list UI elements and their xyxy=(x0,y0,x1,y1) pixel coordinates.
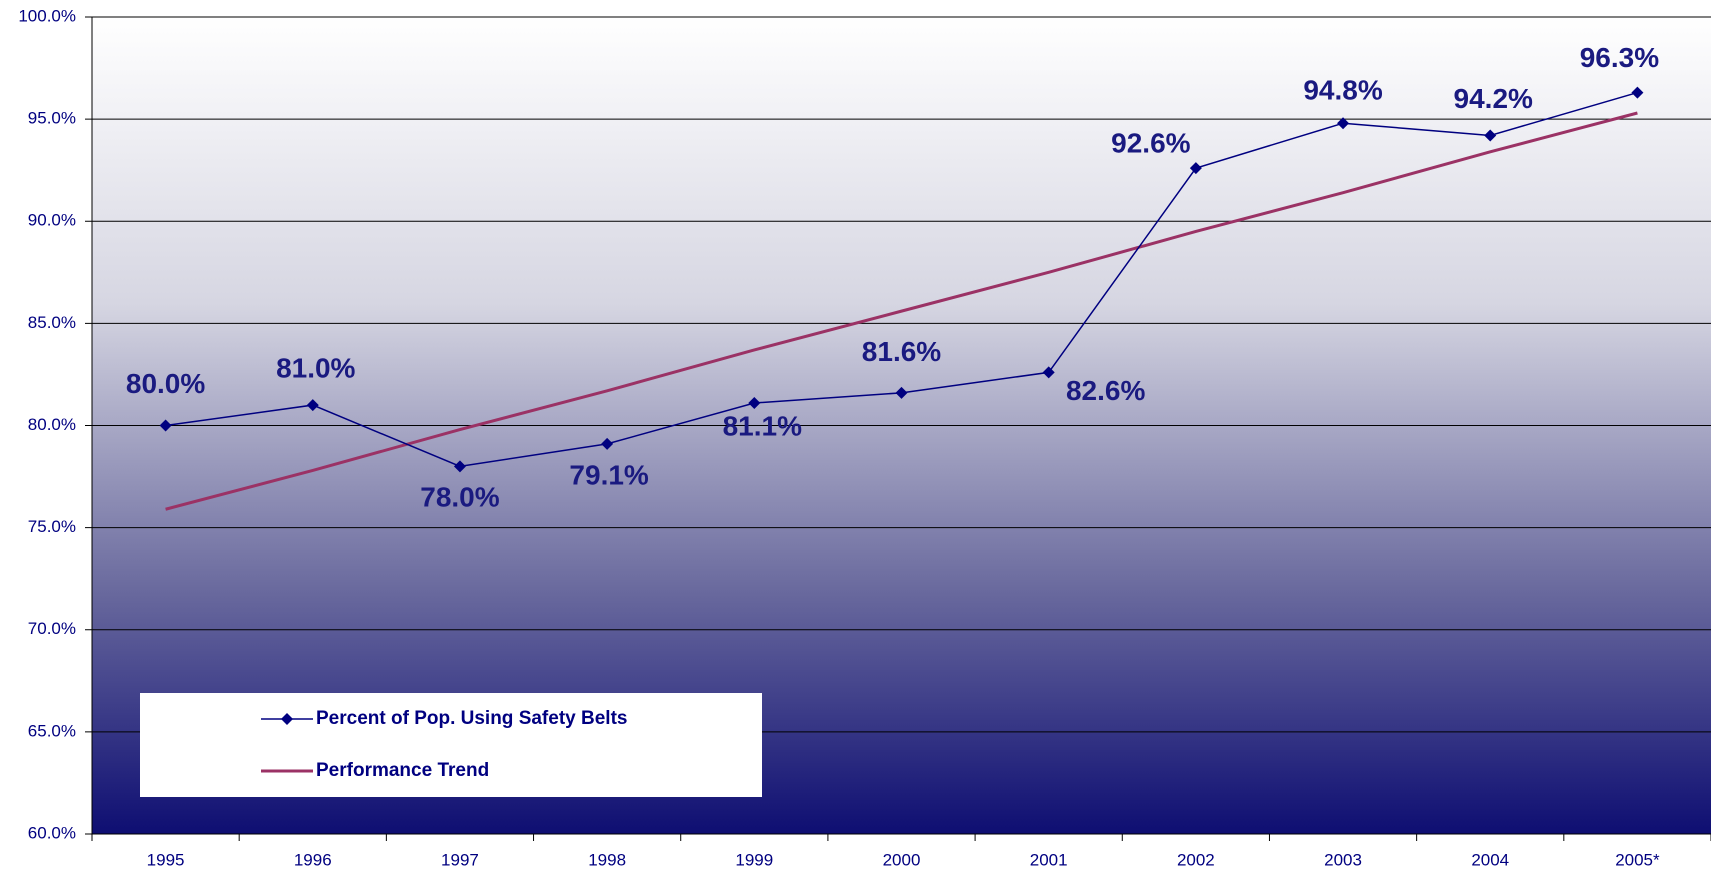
x-tick-label: 1997 xyxy=(441,850,479,869)
data-label: 94.2% xyxy=(1454,83,1533,114)
y-tick-label: 90.0% xyxy=(28,211,76,230)
x-tick-label: 2005* xyxy=(1615,850,1660,869)
x-tick-label: 2002 xyxy=(1177,850,1215,869)
x-tick-label: 2001 xyxy=(1030,850,1068,869)
data-label: 81.6% xyxy=(862,336,941,367)
x-tick-label: 1995 xyxy=(147,850,185,869)
y-tick-label: 75.0% xyxy=(28,517,76,536)
y-tick-label: 65.0% xyxy=(28,721,76,740)
marker xyxy=(1042,366,1055,379)
y-tick-label: 70.0% xyxy=(28,619,76,638)
legend-box xyxy=(140,693,762,797)
x-tick-label: 1998 xyxy=(588,850,626,869)
x-tick-label: 2004 xyxy=(1471,850,1509,869)
y-tick-label: 95.0% xyxy=(28,109,76,128)
marker xyxy=(601,437,614,450)
data-label: 82.6% xyxy=(1066,375,1145,406)
marker xyxy=(453,460,466,473)
marker xyxy=(1484,129,1497,142)
legend-marker xyxy=(281,713,293,725)
data-label: 96.3% xyxy=(1580,42,1659,73)
marker xyxy=(1631,86,1644,99)
x-tick-label: 2003 xyxy=(1324,850,1362,869)
marker xyxy=(748,397,761,410)
x-tick-label: 2000 xyxy=(883,850,921,869)
data-label: 80.0% xyxy=(126,368,205,399)
data-label: 94.8% xyxy=(1303,75,1382,106)
y-tick-label: 85.0% xyxy=(28,313,76,332)
marker xyxy=(1189,162,1202,175)
y-tick-label: 100.0% xyxy=(18,6,76,25)
y-tick-label: 60.0% xyxy=(28,823,76,842)
marker xyxy=(895,386,908,399)
data-label: 78.0% xyxy=(420,482,499,513)
legend-label: Performance Trend xyxy=(316,760,489,781)
series-line xyxy=(165,111,1638,511)
data-label: 79.1% xyxy=(569,459,648,490)
data-label: 92.6% xyxy=(1111,128,1190,159)
marker xyxy=(1337,117,1350,130)
y-tick-label: 80.0% xyxy=(28,415,76,434)
x-tick-label: 1999 xyxy=(735,850,773,869)
x-tick-label: 1996 xyxy=(294,850,332,869)
marker xyxy=(306,399,319,412)
legend-label: Percent of Pop. Using Safety Belts xyxy=(316,708,627,729)
data-label: 81.0% xyxy=(276,352,355,383)
marker xyxy=(159,419,172,432)
data-label: 81.1% xyxy=(723,410,802,441)
